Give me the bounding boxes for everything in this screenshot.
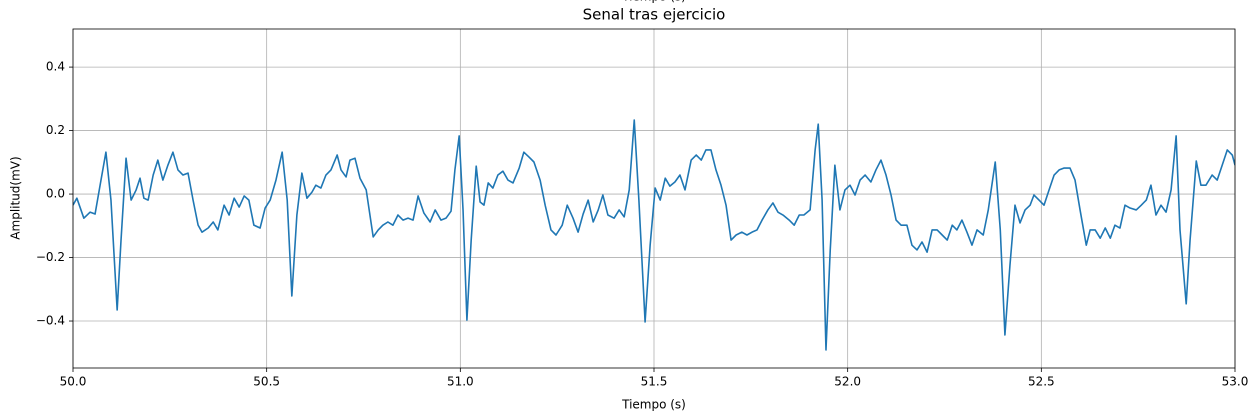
x-tick-label: 51.5 — [641, 375, 668, 389]
y-tick-label: 0.4 — [46, 60, 65, 74]
x-tick-label: 52.5 — [1028, 375, 1055, 389]
y-tick-label: −0.2 — [36, 250, 65, 264]
x-tick-label: 53.0 — [1222, 375, 1249, 389]
x-tick-label: 50.5 — [253, 375, 280, 389]
x-tick-label: 51.0 — [447, 375, 474, 389]
clipped-axis-label: Tiempo (s) — [621, 0, 686, 4]
chart-title: Senal tras ejercicio — [583, 6, 726, 24]
signal-line — [73, 119, 1235, 351]
x-axis-label: Tiempo (s) — [621, 398, 686, 412]
y-tick-label: 0.2 — [46, 123, 65, 137]
y-tick-label: 0.0 — [46, 187, 65, 201]
x-tick-label: 52.0 — [834, 375, 861, 389]
y-tick-label: −0.4 — [36, 314, 65, 328]
x-tick-label: 50.0 — [60, 375, 87, 389]
y-axis-label: Amplitud(mV) — [9, 156, 23, 239]
plot-frame — [72, 28, 1236, 369]
